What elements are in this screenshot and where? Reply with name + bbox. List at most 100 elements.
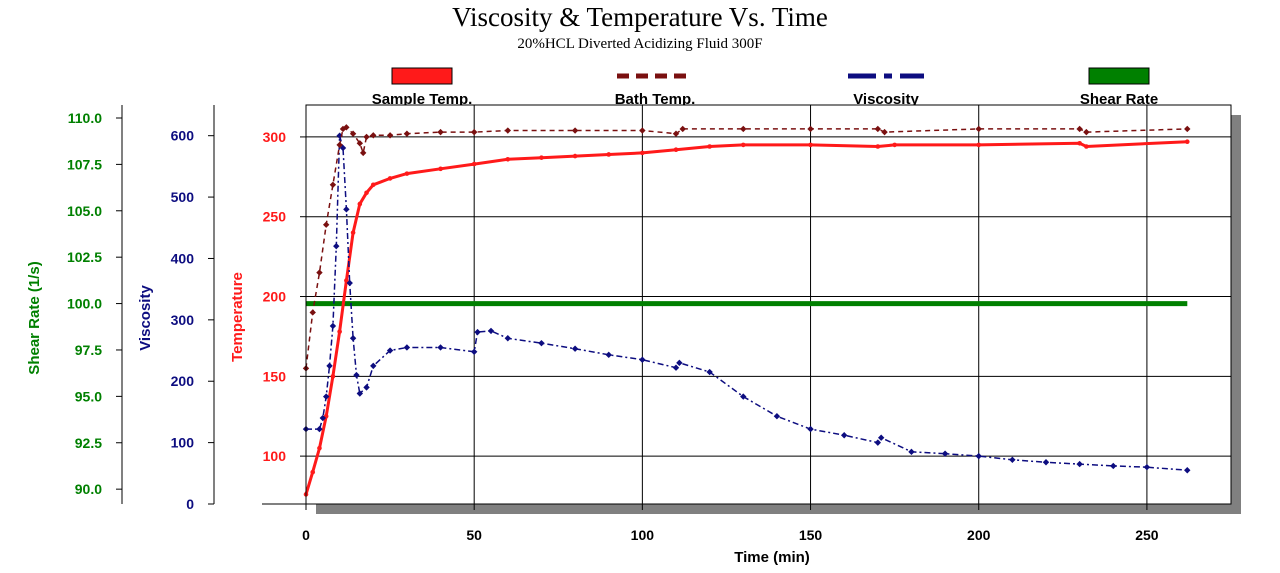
data-point	[1076, 125, 1083, 133]
shear-rate-tick-label: 107.5	[67, 156, 102, 172]
x-tick-label: 0	[302, 527, 310, 543]
temperature-tick-label: 250	[263, 209, 287, 225]
series-viscosity	[302, 132, 1191, 474]
data-point	[310, 469, 316, 475]
data-point	[505, 156, 511, 162]
viscosity-tick-label: 500	[171, 189, 195, 205]
temperature-axis: 100 150 200 250 300	[262, 129, 306, 505]
data-point	[571, 345, 579, 352]
viscosity-tick-label: 100	[171, 435, 195, 451]
chart-title: Viscosity & Temperature Vs. Time	[452, 2, 828, 32]
data-point	[330, 374, 336, 379]
data-point	[319, 414, 327, 422]
data-point	[672, 364, 680, 371]
legend-label: Bath Temp.	[615, 91, 696, 108]
data-point	[908, 448, 915, 456]
data-point	[339, 125, 347, 133]
data-point	[807, 125, 814, 133]
data-point	[707, 144, 712, 149]
data-point	[359, 149, 367, 157]
x-axis: 0 50 100 150 200 250	[302, 504, 1159, 543]
data-point	[386, 132, 394, 139]
data-point	[1143, 463, 1151, 471]
data-point	[470, 348, 478, 355]
temperature-tick-label: 100	[263, 448, 287, 464]
data-point	[975, 452, 982, 460]
shear-rate-tick-label: 92.5	[75, 435, 102, 451]
data-point	[740, 125, 747, 133]
data-point	[326, 362, 333, 370]
data-point	[840, 432, 848, 439]
data-point	[403, 130, 411, 137]
data-point	[504, 335, 512, 342]
temperature-tick-label: 150	[263, 368, 287, 384]
viscosity-tick-label: 200	[171, 373, 195, 389]
data-point	[356, 390, 364, 397]
data-point	[470, 128, 478, 136]
data-point	[437, 344, 444, 351]
x-axis-label: Time (min)	[734, 549, 810, 566]
data-point	[504, 127, 512, 134]
data-point	[881, 128, 888, 136]
data-point	[874, 439, 882, 446]
data-point	[1077, 141, 1082, 146]
x-tick-label: 100	[631, 527, 655, 543]
legend-item-viscosity: Viscosity	[848, 73, 924, 108]
data-point	[437, 128, 444, 136]
temperature-axis-label: Temperature	[229, 272, 246, 362]
data-point	[386, 347, 394, 354]
x-tick-label: 150	[799, 527, 823, 543]
data-point	[317, 445, 322, 451]
data-point	[316, 269, 323, 276]
data-point	[349, 130, 357, 137]
data-point	[339, 144, 347, 152]
data-point	[1184, 139, 1190, 145]
shear-rate-tick-label: 102.5	[67, 249, 102, 265]
x-tick-label: 200	[967, 527, 991, 543]
data-point	[343, 124, 350, 131]
data-point	[1076, 460, 1083, 468]
x-tick-label: 50	[466, 527, 482, 543]
temperature-tick-label: 300	[263, 129, 287, 145]
data-point	[639, 356, 646, 363]
chart-subtitle: 20%HCL Diverted Acidizing Fluid 300F	[517, 36, 762, 52]
plot-border	[305, 104, 1232, 505]
data-point	[329, 181, 337, 188]
data-point	[316, 425, 323, 433]
data-point	[487, 327, 495, 335]
data-point	[892, 142, 897, 148]
data-point	[1083, 128, 1090, 136]
data-point	[572, 153, 578, 159]
data-point	[438, 166, 443, 172]
data-point	[1084, 144, 1089, 149]
shear-rate-tick-label: 95.0	[75, 388, 102, 404]
data-point	[773, 413, 781, 420]
viscosity-tick-label: 0	[186, 496, 194, 512]
data-point	[363, 133, 370, 141]
x-tick-label: 250	[1135, 527, 1159, 543]
data-point	[344, 278, 349, 283]
data-point	[740, 393, 747, 400]
data-point	[404, 171, 410, 176]
series-line-bath-temp	[305, 126, 1188, 369]
series-line-sample-temp	[304, 140, 1188, 495]
data-point	[329, 322, 337, 330]
data-point	[706, 368, 713, 376]
shear-rate-tick-label: 105.0	[67, 203, 102, 219]
data-point	[606, 152, 612, 157]
data-point	[808, 142, 813, 148]
viscosity-tick-label: 300	[171, 312, 195, 328]
data-point	[1042, 459, 1050, 466]
data-point	[387, 176, 393, 181]
data-point	[363, 384, 370, 391]
legend: Sample Temp. Bath Temp. Viscosity Shear Rat…	[372, 67, 1158, 108]
legend-item-sample-temp: Sample Temp.	[372, 67, 472, 108]
temperature-tick-label: 200	[263, 289, 287, 305]
viscosity-axis-label: Viscosity	[137, 285, 154, 351]
data-point	[333, 242, 340, 250]
data-point	[403, 344, 411, 351]
data-point	[370, 132, 377, 139]
shear-rate-tick-label: 97.5	[75, 342, 102, 358]
data-point	[349, 335, 357, 342]
data-point	[356, 140, 364, 147]
